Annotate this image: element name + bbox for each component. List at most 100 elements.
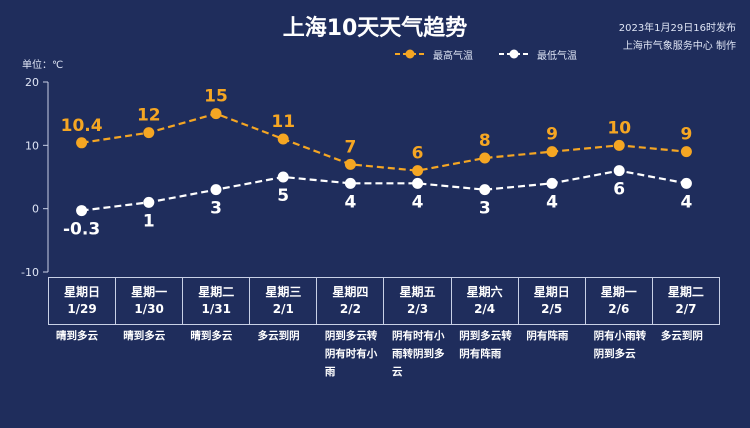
data-label: 11 bbox=[271, 112, 295, 132]
day-table: 星期日 1/29 星期一 1/30 星期二 1/31 星期三 2/1 星期四 2/2 星期五 2/3 星… bbox=[48, 277, 720, 325]
day-weather: 阴有时有小雨转阴到多云 bbox=[392, 330, 445, 378]
data-label: -0.3 bbox=[63, 220, 100, 240]
day-weather: 多云到阴 bbox=[660, 330, 703, 342]
data-label: 7 bbox=[344, 137, 356, 157]
day-cell: 星期一 2/6 bbox=[584, 278, 652, 324]
data-point bbox=[412, 177, 424, 189]
data-label: 10 bbox=[607, 118, 631, 138]
data-label: 12 bbox=[137, 106, 161, 126]
data-point bbox=[277, 171, 289, 183]
data-point bbox=[546, 146, 558, 158]
data-point bbox=[613, 165, 625, 177]
day-cell: 星期三 2/1 bbox=[249, 278, 316, 324]
data-point bbox=[76, 137, 88, 149]
series-line-low bbox=[81, 169, 687, 212]
day-date: 2/6 bbox=[608, 302, 630, 316]
data-point bbox=[210, 108, 222, 120]
legend-low: 最低气温 bbox=[499, 47, 577, 62]
day-cell: 星期二 2/7 bbox=[651, 278, 720, 324]
day-weekday: 星期六 bbox=[466, 285, 503, 299]
unit-label: 单位：℃ bbox=[22, 60, 64, 71]
day-weather: 阴到多云转阴有时有小雨 bbox=[324, 330, 378, 378]
day-weather: 晴到多云 bbox=[190, 330, 233, 342]
day-date: 2/2 bbox=[339, 302, 361, 316]
y-tick-label: -10 bbox=[21, 266, 39, 279]
day-weather: 阴到多云转阴有阵雨 bbox=[459, 330, 512, 360]
day-weather: 阴有小雨转阴到多云 bbox=[593, 330, 647, 360]
day-date: 2/5 bbox=[541, 302, 563, 316]
day-weather: 晴到多云 bbox=[56, 330, 98, 342]
day-weather: 阴有阵雨 bbox=[526, 330, 569, 342]
data-label: 6 bbox=[613, 180, 625, 200]
data-label: 3 bbox=[479, 199, 491, 219]
data-label: 4 bbox=[546, 192, 558, 212]
day-weekday: 星期一 bbox=[600, 285, 637, 299]
day-cell: 星期五 2/3 bbox=[383, 278, 450, 324]
day-weekday: 星期四 bbox=[332, 285, 369, 299]
day-weekday: 星期日 bbox=[64, 285, 101, 299]
publish-source: 上海市气象服务中心 制作 bbox=[622, 41, 736, 52]
day-date: 2/4 bbox=[474, 302, 496, 316]
legend-high: 最高气温 bbox=[395, 47, 473, 62]
y-tick-label: 10 bbox=[25, 139, 39, 152]
legend-low-label: 最低气温 bbox=[537, 50, 577, 62]
data-label: 15 bbox=[204, 87, 228, 107]
series-line-high bbox=[81, 112, 687, 172]
day-weekday: 星期一 bbox=[131, 285, 168, 299]
day-weather: 多云到阴 bbox=[257, 330, 300, 342]
day-cell: 星期六 2/4 bbox=[450, 278, 518, 324]
day-date: 2/3 bbox=[406, 302, 429, 316]
data-point bbox=[344, 158, 356, 170]
publish-info: 2023年1月29日16时发布 上海市气象服务中心 制作 bbox=[619, 20, 736, 56]
data-point bbox=[546, 177, 558, 189]
day-date: 2/7 bbox=[675, 302, 697, 316]
data-label: 1 bbox=[143, 211, 155, 231]
data-label: 9 bbox=[680, 125, 692, 145]
day-weekday: 星期五 bbox=[399, 285, 436, 299]
data-point bbox=[143, 127, 155, 139]
weather-row: 晴到多云 晴到多云 晴到多云 多云到阴 阴到多云转阴有时有小雨 阴有时有小雨转阴到多云 阴到… bbox=[48, 327, 720, 381]
legend-low-marker bbox=[499, 49, 529, 59]
data-label: 4 bbox=[344, 192, 356, 212]
day-date: 1/31 bbox=[201, 302, 231, 316]
day-date: 1/29 bbox=[67, 302, 97, 316]
data-point bbox=[613, 139, 625, 151]
data-label: 9 bbox=[546, 125, 558, 145]
day-cell: 星期日 2/5 bbox=[517, 278, 585, 324]
day-cell: 星期日 1/29 bbox=[48, 278, 115, 324]
data-label: 3 bbox=[210, 199, 222, 219]
data-point bbox=[143, 196, 155, 208]
day-cell: 星期四 2/2 bbox=[316, 278, 383, 324]
day-date: 2/1 bbox=[272, 302, 294, 316]
legend: 最高气温 最低气温 bbox=[395, 46, 603, 62]
y-tick-label: 0 bbox=[32, 203, 39, 216]
data-point bbox=[277, 133, 289, 145]
day-weekday: 星期日 bbox=[533, 285, 570, 299]
publish-time: 2023年1月29日16时发布 bbox=[618, 23, 736, 34]
data-point bbox=[412, 165, 424, 177]
data-point bbox=[210, 184, 222, 196]
data-point bbox=[680, 177, 692, 189]
chart-title: 上海10天天气趋势 bbox=[282, 16, 468, 41]
data-label: 6 bbox=[412, 144, 424, 164]
y-tick-label: 20 bbox=[25, 76, 39, 89]
data-label: 4 bbox=[412, 192, 424, 212]
legend-high-marker bbox=[395, 49, 425, 59]
day-weather: 晴到多云 bbox=[123, 330, 166, 342]
legend-high-label: 最高气温 bbox=[433, 50, 473, 62]
data-label: 8 bbox=[479, 131, 491, 151]
data-point bbox=[680, 146, 692, 158]
day-weekday: 星期三 bbox=[265, 285, 302, 299]
data-point bbox=[344, 177, 356, 189]
day-weekday: 星期二 bbox=[198, 285, 235, 299]
data-point bbox=[479, 152, 491, 164]
data-label: 4 bbox=[680, 192, 692, 212]
day-cell: 星期二 1/31 bbox=[182, 278, 249, 324]
data-label: 5 bbox=[277, 186, 289, 206]
data-point bbox=[479, 184, 491, 196]
day-date: 1/30 bbox=[134, 302, 164, 316]
data-point bbox=[76, 205, 88, 217]
day-cell: 星期一 1/30 bbox=[115, 278, 182, 324]
day-weekday: 星期二 bbox=[667, 285, 704, 299]
